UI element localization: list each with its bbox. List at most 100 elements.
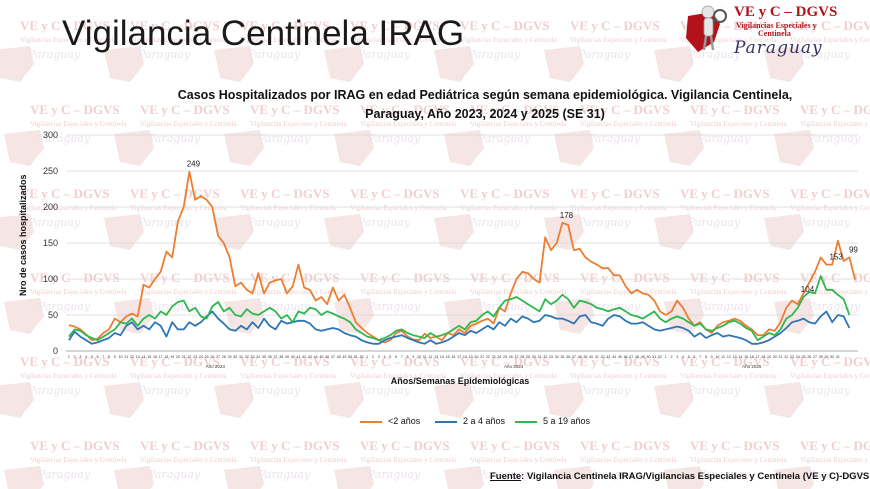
watermark-text: Vigilancias Especiales y Centinela [790,372,870,380]
x-tick-label: 6 [395,355,397,359]
chart-legend: <2 años 2 a 4 años 5 a 19 años [340,416,590,430]
x-tick-label: 44 [314,355,318,359]
watermark-text: Paraguay [357,384,411,397]
watermark-text: VE y C – DGVS [130,18,220,33]
watermark-text: VE y C – DGVS [790,18,870,33]
x-tick-label: 35 [262,355,266,359]
logo-title: VE y C – DGVS [734,4,838,20]
watermark-text: Paraguay [467,216,521,229]
watermark-text: VE y C – DGVS [580,438,670,453]
x-tick-label: 1 [366,355,368,359]
chart-title-line-1: Casos Hospitalizados por IRAG en edad Pe… [177,88,793,102]
x-tick-label: 12 [727,355,731,359]
x-tick-label: 37 [273,355,277,359]
x-tick-label: 3 [79,355,81,359]
x-tick-label: 46 [325,355,329,359]
x-tick-label: 37 [572,355,576,359]
legend-swatch-lt2 [360,420,382,423]
watermark-map-shape [764,382,804,418]
watermark-text: Vigilancias Especiales y Centinela [350,36,447,44]
legend-item-lt2: <2 años [360,416,420,426]
watermark-map-shape [104,382,144,418]
watermark-map-shape [654,214,694,250]
y-tick-label: 100 [43,274,58,284]
watermark-text: Vigilancias Especiales y Centinela [580,288,677,296]
x-tick-label: 29 [228,355,232,359]
x-tick-label: 14 [440,355,444,359]
data-label: 249 [187,160,201,169]
y-tick-label: 150 [43,238,58,248]
watermark-text: VE y C – DGVS [240,186,330,201]
x-tick-label: 25 [503,355,507,359]
figure-with-magnifier-icon [686,5,727,52]
x-year-label: Año 2024 [504,364,524,369]
watermark-text: Paraguay [577,384,631,397]
watermark-text: Vigilancias Especiales y Centinela [460,36,557,44]
legend-item-2-4: 2 a 4 años [435,416,505,426]
watermark-text: Vigilancias Especiales y Centinela [460,204,557,212]
legend-swatch-2-4 [435,420,457,423]
y-tick-label: 300 [43,130,58,140]
watermark-text: VE y C – DGVS [690,270,780,285]
x-tick-label: 19 [469,355,473,359]
x-tick-label: 29 [824,355,828,359]
data-label: 99 [849,245,858,254]
data-label: 178 [560,211,574,220]
source-footer: Fuente: Vigilancia Centinela IRAG/Vigila… [490,471,869,482]
series-line-2 [68,275,851,342]
watermark-text: VE y C – DGVS [800,438,870,453]
watermark-map-shape [114,130,154,166]
data-label: 104 [801,285,815,294]
x-tick-label: 22 [187,355,191,359]
x-tick-label: 6 [97,355,99,359]
x-tick-label: 13 [136,355,140,359]
x-year-label: Año 2025 [742,364,762,369]
x-tick-label: 22 [784,355,788,359]
x-tick-label: 27 [813,355,817,359]
x-tick-label: 30 [532,355,536,359]
watermark-text: Paraguay [257,300,311,313]
legend-swatch-5-19 [515,420,537,423]
watermark-text: Paraguay [587,300,641,313]
watermark-text: VE y C – DGVS [460,354,550,369]
x-tick-label: 7 [401,355,403,359]
watermark-text: Paraguay [477,300,531,313]
watermark-text: Vigilancias Especiales y Centinela [690,456,787,464]
watermark-text: Vigilancias Especiales y Centinela [470,288,567,296]
x-tick-label: 29 [526,355,530,359]
slide-title: Vigilancia Centinela IRAG [62,14,465,53]
watermark-text: Vigilancias Especiales y Centinela [240,36,337,44]
x-tick-label: 19 [767,355,771,359]
x-tick-label: 45 [618,355,622,359]
x-tick-label: 24 [497,355,501,359]
x-tick-label: 9 [711,355,713,359]
x-tick-label: 5 [688,355,690,359]
watermark-map-shape [4,466,44,489]
watermark-map-shape [544,46,584,82]
watermark-text: VE y C – DGVS [130,354,220,369]
logo-subtitle-2: Centinela [758,29,791,38]
x-tick-label: 2 [74,355,76,359]
watermark-text: Paraguay [357,48,411,61]
x-tick-label: 49 [342,355,346,359]
watermark-text: Vigilancias Especiales y Centinela [580,456,677,464]
x-tick-label: 28 [819,355,823,359]
watermark-map-shape [334,466,374,489]
watermark-text: VE y C – DGVS [140,102,230,117]
x-tick-label: 23 [492,355,496,359]
x-tick-label: 47 [629,355,633,359]
watermark-map-shape [544,382,584,418]
x-tick-label: 45 [319,355,323,359]
watermark-text: Vigilancias Especiales y Centinela [130,204,227,212]
watermark-map-shape [444,130,484,166]
x-tick-label: 4 [85,355,87,359]
watermark-text: Paraguay [797,48,851,61]
x-tick-label: 10 [715,355,719,359]
watermark-text: Paraguay [467,384,521,397]
watermark-text: VE y C – DGVS [20,186,110,201]
watermark-text: VE y C – DGVS [350,186,440,201]
watermark-text: VE y C – DGVS [460,18,550,33]
x-tick-label: 47 [331,355,335,359]
watermark-map-shape [774,298,814,334]
watermark-text: Vigilancias Especiales y Centinela [460,372,557,380]
